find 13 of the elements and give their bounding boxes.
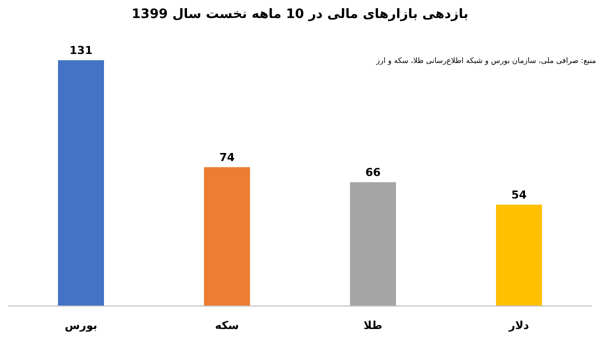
bar bbox=[204, 167, 250, 306]
bar bbox=[58, 60, 104, 306]
bar bbox=[496, 204, 542, 306]
data-label: 66 bbox=[365, 166, 381, 180]
chart-title: بازدهی بازارهای مالی در 10 ماهه نخست سال 1399 bbox=[130, 7, 470, 22]
x-tick-label: سکه bbox=[215, 319, 239, 332]
x-tick-label: طلا bbox=[364, 319, 382, 332]
bar bbox=[350, 182, 396, 306]
data-label: 54 bbox=[511, 188, 527, 202]
data-label: 131 bbox=[70, 44, 92, 58]
data-label: 74 bbox=[219, 151, 235, 164]
x-tick-label: دلار bbox=[508, 319, 530, 332]
x-tick-label: بورس bbox=[64, 319, 98, 332]
